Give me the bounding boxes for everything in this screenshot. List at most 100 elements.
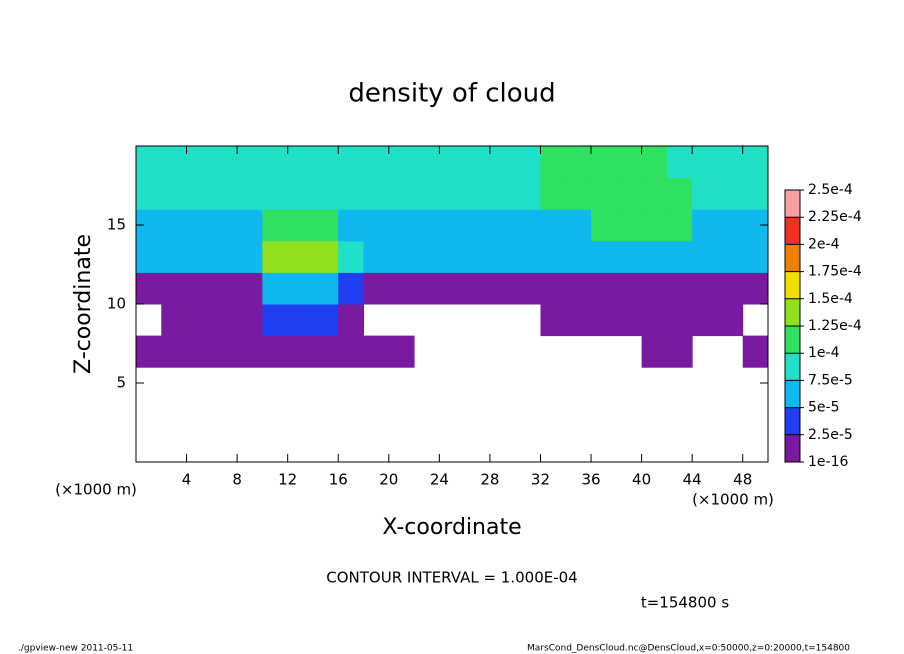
heat-cell <box>363 146 390 179</box>
heat-cell <box>464 240 491 273</box>
x-tick-label: 8 <box>232 471 242 489</box>
heat-cell <box>287 146 314 179</box>
heat-cell <box>161 335 188 368</box>
footer-right: MarsCond_DensCloud.nc@DensCloud,x=0:5000… <box>527 644 850 654</box>
heat-cell <box>136 272 162 305</box>
heat-cell <box>464 209 491 242</box>
colorbar-band <box>785 244 800 272</box>
heat-cell <box>591 177 617 210</box>
x-tick-label: 32 <box>531 471 550 489</box>
x-tick-label: 20 <box>379 471 398 489</box>
heat-cell <box>692 209 718 242</box>
heat-cell <box>388 146 415 179</box>
heat-cell <box>338 177 365 210</box>
heat-cell <box>666 177 693 210</box>
colorbar-band <box>785 190 800 218</box>
heat-cell <box>161 209 188 242</box>
heat-cell <box>312 335 339 368</box>
heat-cell <box>262 304 289 337</box>
heat-cell <box>666 304 693 337</box>
heat-cell <box>237 335 263 368</box>
heat-cell <box>262 335 289 368</box>
heat-cell <box>287 177 314 210</box>
heat-cell <box>363 335 390 368</box>
heat-cell <box>136 177 162 210</box>
heat-cell <box>515 177 541 210</box>
heat-cell <box>363 240 390 273</box>
y-tick-label: 15 <box>107 216 126 234</box>
heat-cell <box>515 240 541 273</box>
heat-cell <box>565 209 592 242</box>
colorbar-band <box>785 271 800 299</box>
x-tick-label: 12 <box>278 471 297 489</box>
colorbar-band <box>785 407 800 435</box>
heat-cell <box>414 272 440 305</box>
colorbar-band <box>785 380 800 408</box>
heat-cell <box>641 177 668 210</box>
heat-cell <box>312 272 339 305</box>
heat-cell <box>287 335 314 368</box>
heat-cell <box>439 146 466 179</box>
heat-cell <box>717 209 744 242</box>
x-axis-label: X-coordinate <box>382 515 521 540</box>
colorbar-label: 1.75e-4 <box>808 264 862 280</box>
heat-cell <box>489 146 516 179</box>
heat-cell <box>464 177 491 210</box>
heat-cell <box>237 209 263 242</box>
heat-cell <box>666 335 693 368</box>
heat-cell <box>312 146 339 179</box>
heat-cell <box>540 304 567 337</box>
colorbar-label: 2e-4 <box>808 236 840 252</box>
heat-cell <box>641 146 668 179</box>
heat-cell <box>565 304 592 337</box>
x-unit: (×1000 m) <box>692 491 774 509</box>
heat-cell <box>692 240 718 273</box>
heat-cell <box>186 272 213 305</box>
heat-cell <box>414 240 440 273</box>
heat-cell <box>262 177 289 210</box>
heat-cell <box>237 240 263 273</box>
heat-cell <box>515 209 541 242</box>
x-tick-label: 28 <box>480 471 499 489</box>
heat-cell <box>565 272 592 305</box>
time-label: t=154800 s <box>641 594 729 612</box>
heat-cell <box>717 240 744 273</box>
heat-cell <box>136 146 162 179</box>
chart-title: density of cloud <box>348 79 555 109</box>
colorbar-label: 1e-4 <box>808 345 840 361</box>
heat-cell <box>616 304 643 337</box>
y-unit: (×1000 m) <box>55 481 137 499</box>
heat-cell <box>237 304 263 337</box>
colorbar-label: 2.25e-4 <box>808 209 862 225</box>
heat-cell <box>515 146 541 179</box>
heat-cell <box>692 304 718 337</box>
heat-cell <box>338 146 365 179</box>
heat-cell <box>136 335 162 368</box>
colorbar-band <box>785 434 800 462</box>
heat-cell <box>388 240 415 273</box>
heat-cell <box>591 240 617 273</box>
heat-cell <box>186 304 213 337</box>
heat-cell <box>388 272 415 305</box>
colorbar-label: 2.5e-5 <box>808 427 853 443</box>
heat-cell <box>161 177 188 210</box>
heat-cell <box>312 209 339 242</box>
y-axis-label: Z-coordinate <box>71 234 96 374</box>
heat-cell <box>565 177 592 210</box>
heat-cell <box>363 177 390 210</box>
heat-cell <box>666 240 693 273</box>
contour-note: CONTOUR INTERVAL = 1.000E-04 <box>326 569 577 587</box>
heat-cell <box>742 335 769 368</box>
heat-cell <box>742 177 769 210</box>
footer-left: ./gpview-new 2011-05-11 <box>18 644 133 654</box>
heat-cell <box>211 209 238 242</box>
heat-cell <box>641 335 668 368</box>
heat-cell <box>742 272 769 305</box>
x-tick-label: 40 <box>632 471 651 489</box>
heat-cell <box>262 209 289 242</box>
heat-cell <box>312 240 339 273</box>
heat-cell <box>439 209 466 242</box>
heat-cell <box>540 177 567 210</box>
heat-cell <box>338 304 365 337</box>
heat-cell <box>338 209 365 242</box>
